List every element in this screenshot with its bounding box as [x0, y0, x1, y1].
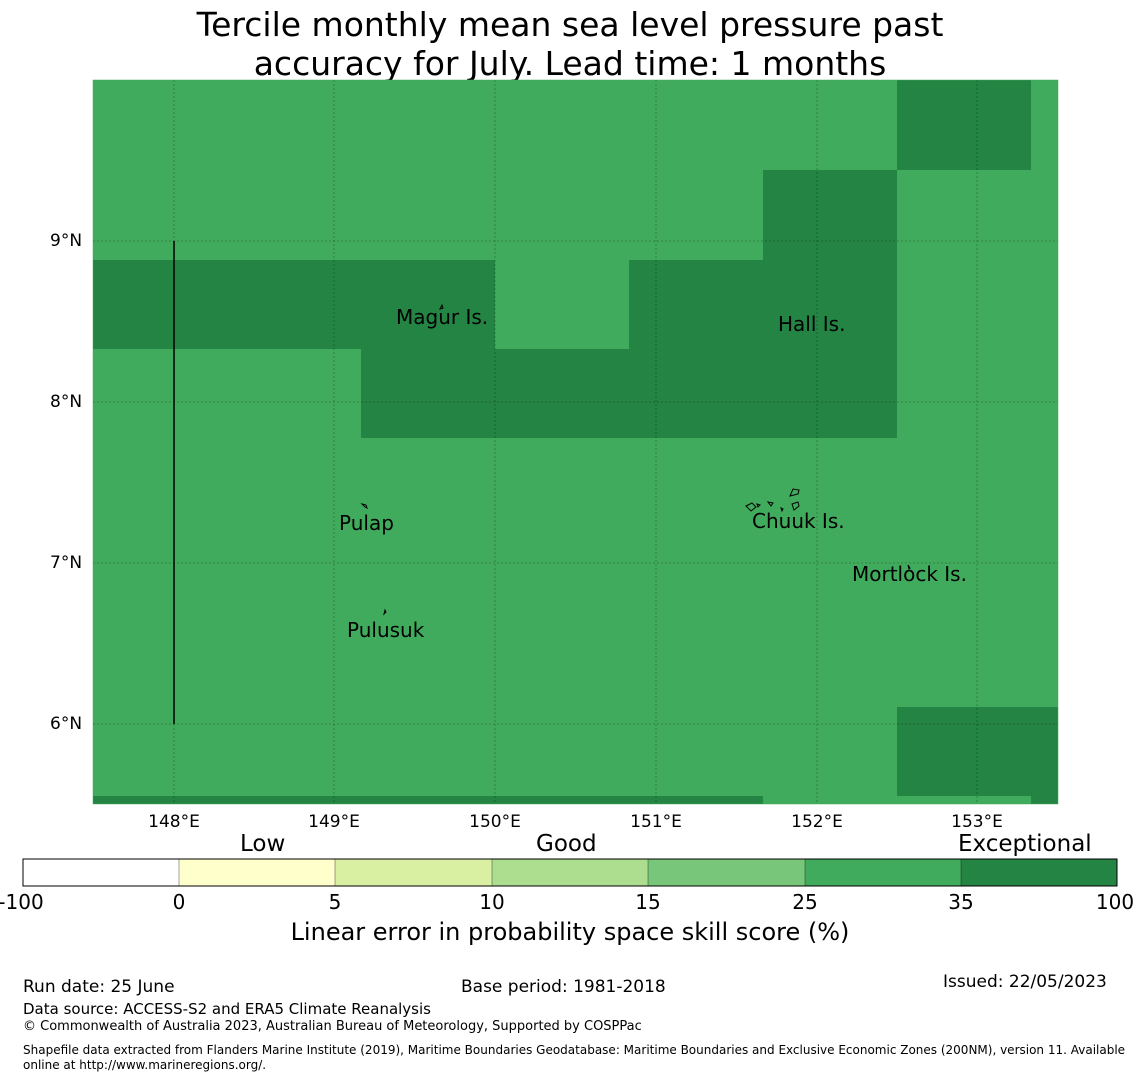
colorbar-tick: 5 — [328, 890, 342, 914]
colorbar-tick: 25 — [792, 890, 818, 914]
pulap-island-shape — [360, 503, 368, 509]
lon-tick-label: 152°E — [791, 812, 843, 832]
colorbar-frame — [22, 858, 1118, 887]
issued-date: Issued: 22/05/2023 — [943, 972, 1107, 992]
chuuk-island-shape — [756, 503, 761, 508]
map-frame — [92, 79, 1059, 805]
place-label-hall: Hall Is. — [778, 312, 846, 336]
colorbar-category-exceptional: Exceptional — [958, 831, 1092, 857]
run-date: Run date: 25 June — [23, 977, 175, 997]
shapefile-credit-line-1: Shapefile data extracted from Flanders M… — [23, 1043, 1126, 1057]
gridlines — [93, 80, 1058, 804]
colorbar-tick: 100 — [1095, 890, 1135, 914]
colorbar-segment — [648, 859, 805, 886]
colorbar — [22, 858, 1118, 887]
chuuk-island-shape — [745, 502, 757, 512]
title-line-1: Tercile monthly mean sea level pressure … — [196, 5, 944, 44]
place-label-pulusuk: Pulusuk — [347, 618, 425, 642]
colorbar-category-good: Good — [536, 831, 597, 857]
copyright: © Commonwealth of Australia 2023, Austra… — [23, 1019, 642, 1034]
colorbar-segment — [492, 859, 648, 886]
exceptional-cell — [361, 349, 897, 438]
data-source: Data source: ACCESS-S2 and ERA5 Climate … — [23, 1000, 431, 1018]
base-period: Base period: 1981-2018 — [461, 977, 666, 997]
island-outlines — [360, 303, 911, 616]
map-background — [93, 80, 1058, 804]
chuuk-island-shape — [780, 507, 784, 513]
exceptional-cell — [93, 796, 763, 804]
exceptional-cell — [1031, 796, 1058, 804]
lon-tick-label: 149°E — [308, 812, 360, 832]
exceptional-cell — [763, 170, 897, 260]
lon-tick-label: 151°E — [630, 812, 682, 832]
colorbar-tick: 10 — [479, 890, 505, 914]
place-label-chuuk: Chuuk Is. — [752, 509, 845, 533]
colorbar-segment — [179, 859, 335, 886]
colorbar-category-low: Low — [240, 831, 286, 857]
colorbar-label: Linear error in probability space skill … — [290, 918, 850, 946]
exceptional-cell — [897, 80, 1031, 170]
mortlock-island-shape — [907, 564, 911, 570]
colorbar-tick: 15 — [635, 890, 661, 914]
lat-tick-label: 7°N — [50, 553, 83, 573]
colorbar-tick: 0 — [172, 890, 186, 914]
lat-tick-label: 9°N — [50, 231, 83, 251]
colorbar-segment — [23, 859, 179, 886]
chuuk-island-shape — [789, 488, 800, 497]
lat-tick-label: 8°N — [50, 392, 83, 412]
pulusuk-island-shape — [383, 608, 387, 616]
exceptional-cell — [93, 260, 495, 349]
lon-tick-label: 153°E — [951, 812, 1003, 832]
exceptional-cell — [897, 707, 1058, 796]
chuuk-island-shape — [766, 501, 774, 507]
lat-tick-label: 6°N — [50, 714, 83, 734]
place-label-magur: Magur Is. — [396, 305, 489, 329]
magur-island-shape — [439, 303, 444, 310]
lon-tick-label: 148°E — [148, 812, 200, 832]
colorbar-tick: -100 — [0, 890, 44, 914]
colorbar-tick: 35 — [948, 890, 974, 914]
exceptional-regions — [93, 80, 1058, 804]
shapefile-credit-line-2: online at http://www.marineregions.org/. — [23, 1058, 267, 1072]
exceptional-cell — [629, 260, 897, 349]
chart-title: Tercile monthly mean sea level pressure … — [0, 5, 1140, 83]
chuuk-island-shape — [791, 501, 800, 511]
title-line-2: accuracy for July. Lead time: 1 months — [253, 44, 887, 83]
colorbar-segment — [805, 859, 961, 886]
colorbar-segment — [961, 859, 1117, 886]
lon-tick-label: 150°E — [469, 812, 521, 832]
place-label-pulap: Pulap — [339, 511, 394, 535]
place-label-mortlock: Mortlock Is. — [852, 562, 967, 586]
colorbar-segment — [335, 859, 492, 886]
